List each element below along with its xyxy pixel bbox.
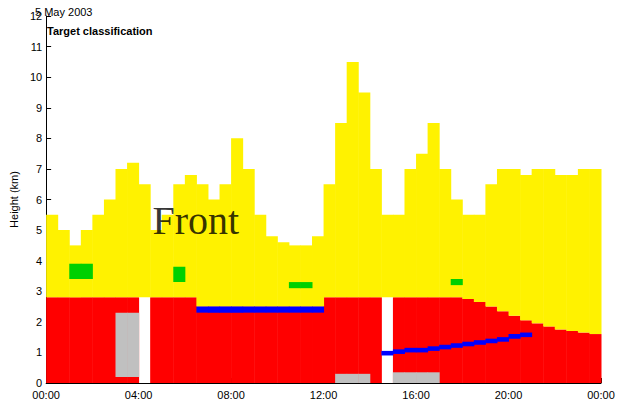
svg-text:11: 11 (31, 41, 42, 53)
svg-text:8: 8 (36, 132, 42, 144)
svg-text:7: 7 (36, 163, 42, 175)
svg-text:1: 1 (36, 346, 42, 358)
svg-text:16:00: 16:00 (402, 389, 430, 401)
svg-text:2: 2 (36, 316, 42, 328)
svg-text:5: 5 (36, 224, 42, 236)
svg-text:08:00: 08:00 (217, 389, 245, 401)
svg-text:Target classification: Target classification (47, 25, 153, 37)
svg-text:0: 0 (36, 377, 42, 389)
svg-text:12:00: 12:00 (310, 389, 338, 401)
svg-text:04:00: 04:00 (125, 389, 153, 401)
svg-text:00:00: 00:00 (32, 389, 60, 401)
svg-text:9: 9 (36, 102, 42, 114)
svg-text:6: 6 (36, 194, 42, 206)
svg-text:20:00: 20:00 (495, 389, 523, 401)
svg-text:Front: Front (152, 198, 239, 243)
svg-text:5 May 2003: 5 May 2003 (35, 6, 92, 18)
svg-text:00:00: 00:00 (587, 389, 615, 401)
svg-text:4: 4 (36, 255, 42, 267)
svg-text:3: 3 (36, 285, 42, 297)
svg-text:10: 10 (30, 71, 42, 83)
svg-text:Height (km): Height (km) (8, 171, 20, 228)
